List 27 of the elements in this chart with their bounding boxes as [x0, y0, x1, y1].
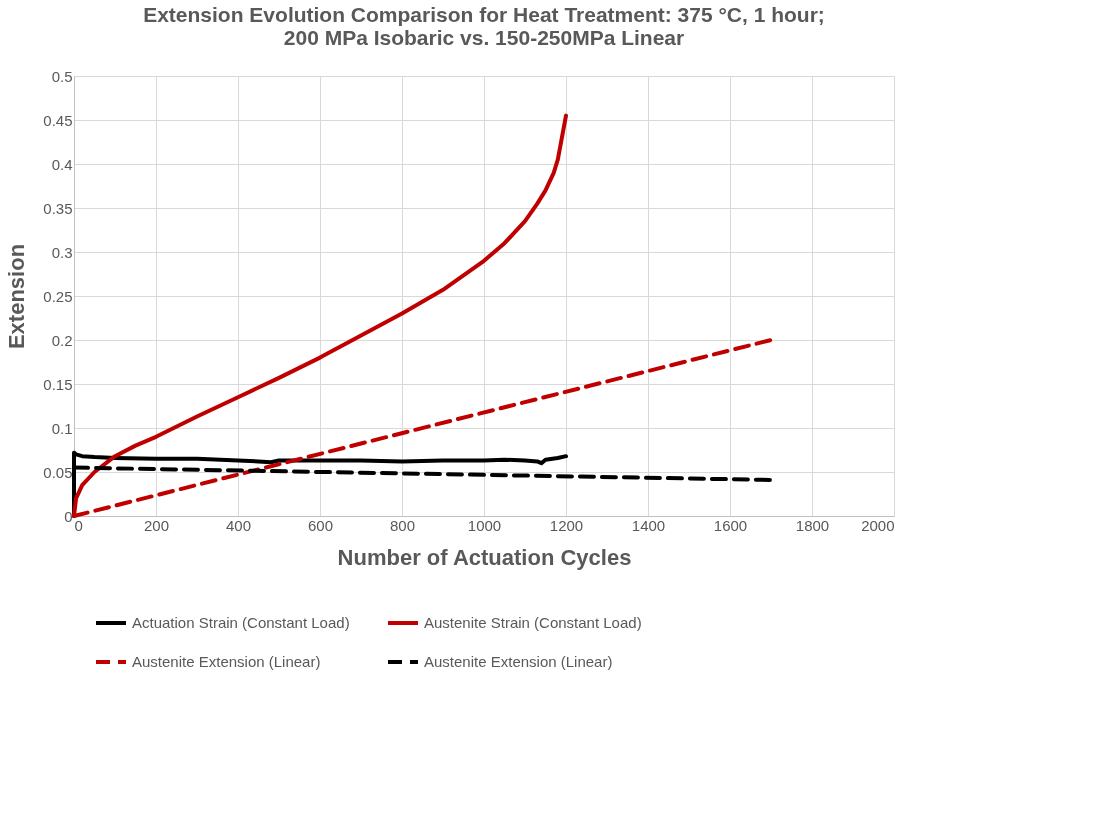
x-tick-label: 800 [389, 516, 416, 534]
x-tick-label: 1600 [713, 516, 748, 534]
y-tick-label: 0.3 [51, 243, 73, 261]
legend-label: Austenite Strain (Constant Load) [424, 614, 642, 631]
y-tick-label: 0.1 [51, 419, 73, 437]
y-tick-label: 0.4 [51, 155, 73, 173]
y-axis-title: Extension [4, 243, 30, 350]
legend-label: Austenite Extension (Linear) [424, 653, 613, 670]
x-tick-label: 600 [307, 516, 334, 534]
y-tick-label: 0.5 [51, 67, 73, 85]
y-tick-label: 0.45 [43, 111, 73, 129]
x-tick-label: 1400 [631, 516, 666, 534]
legend-label: Austenite Extension (Linear) [132, 653, 321, 670]
x-tick-label: 1200 [549, 516, 584, 534]
y-tick-label: 0.2 [51, 331, 73, 349]
legend-label: Actuation Strain (Constant Load) [132, 614, 350, 631]
y-tick-label: 0.25 [43, 287, 73, 305]
x-tick-label: 2000 [861, 516, 895, 534]
y-tick-label: 0.15 [43, 375, 73, 393]
y-tick-label: 0.05 [43, 463, 73, 481]
x-axis-title: Number of Actuation Cycles [337, 544, 632, 570]
x-tick-label: 1800 [795, 516, 830, 534]
x-tick-label: 400 [225, 516, 252, 534]
y-tick-label: 0.35 [43, 199, 73, 217]
x-tick-label: 1000 [467, 516, 502, 534]
chart-title: Extension Evolution Comparison for Heat Treatment: 375 °C, 1 hour; 200 MPa Isobaric vs. 150-250MPa Linear [143, 3, 825, 49]
x-tick-label: 200 [143, 516, 170, 534]
